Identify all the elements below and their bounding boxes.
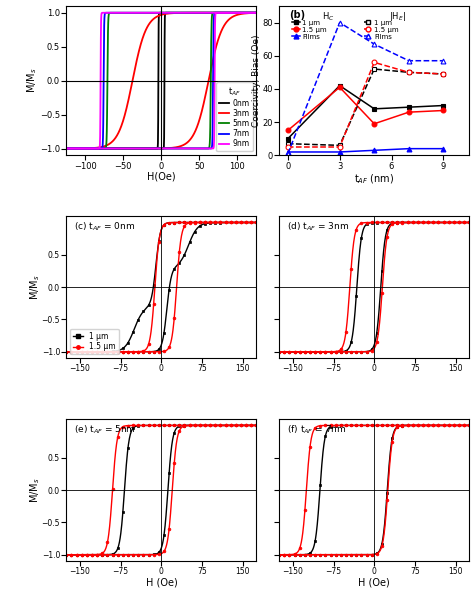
X-axis label: H (Oe): H (Oe) (358, 578, 390, 588)
Text: (b): (b) (289, 11, 305, 20)
X-axis label: H (Oe): H (Oe) (146, 578, 177, 588)
Y-axis label: M/M$_s$: M/M$_s$ (25, 68, 38, 93)
Y-axis label: M/M$_s$: M/M$_s$ (28, 477, 42, 503)
X-axis label: H(Oe): H(Oe) (147, 172, 176, 182)
Text: (c) t$_{AF}$ = 0nm: (c) t$_{AF}$ = 0nm (74, 220, 135, 233)
Y-axis label: Coercivity, Bias (Oe): Coercivity, Bias (Oe) (252, 35, 261, 127)
Text: (e) t$_{AF}$ = 5nm: (e) t$_{AF}$ = 5nm (74, 423, 136, 436)
Text: |H$_E$|: |H$_E$| (389, 11, 405, 23)
Legend: 1 μm, 1.5 μm, Films: 1 μm, 1.5 μm, Films (363, 19, 401, 41)
X-axis label: t$_{AF}$ (nm): t$_{AF}$ (nm) (354, 172, 394, 186)
Legend: 0nm, 3nm, 5nm, 7nm, 9nm: 0nm, 3nm, 5nm, 7nm, 9nm (216, 82, 253, 152)
Legend: 1 μm, 1.5 μm: 1 μm, 1.5 μm (70, 329, 119, 355)
Y-axis label: M/M$_s$: M/M$_s$ (28, 275, 42, 300)
Text: (f) t$_{AF}$ = 7nm: (f) t$_{AF}$ = 7nm (287, 423, 346, 436)
Text: H$_C$: H$_C$ (322, 11, 335, 23)
Text: (d) t$_{AF}$ = 3nm: (d) t$_{AF}$ = 3nm (287, 220, 349, 233)
